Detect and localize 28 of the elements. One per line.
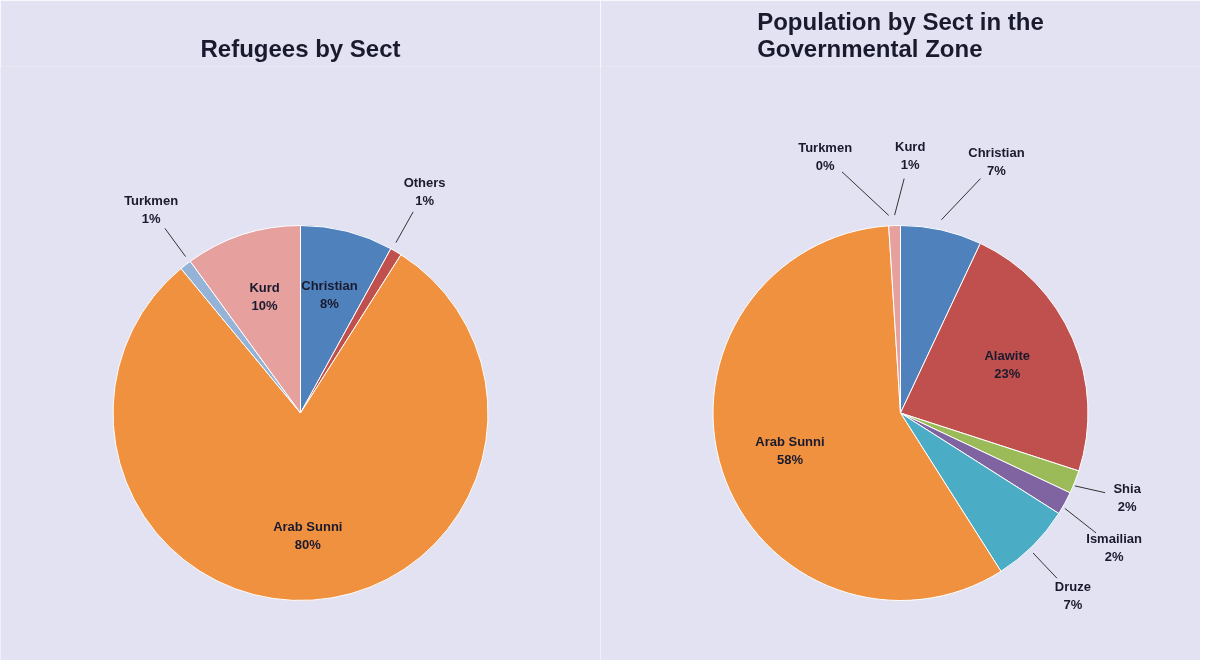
chart-title: Refugees by Sect [200,34,401,62]
slice-label: Arab Sunni [755,434,825,450]
data-label: 2% [1117,499,1137,515]
data-label: 1% [415,192,435,208]
data-label: 8% [320,295,340,311]
slice-label: Turkmen [124,193,179,209]
slice-label: Ismailian [1086,530,1142,546]
data-label: 58% [776,452,804,468]
data-label: 80% [294,537,322,553]
text: 0% [815,157,835,173]
data-label: 10% [251,297,279,313]
slice-label: Christian [968,145,1025,161]
data-label: 2% [1104,548,1124,564]
slice-label: Others [403,174,446,190]
data-label: 7% [1063,596,1083,612]
chart-title: Population by Sect in the Governmental Zone [757,7,1044,62]
category-label: Turkmen [798,139,853,155]
data-label: 7% [987,163,1007,179]
data-label: 1% [900,157,920,173]
slice-label: Shia [1113,481,1142,497]
slice-label: Kurd [249,279,280,295]
slice-label: Druze [1054,578,1091,594]
data-label: 1% [141,211,161,227]
data-label: 23% [994,365,1021,381]
slice-label: Kurd [895,139,926,155]
slice-label: Arab Sunni [273,519,343,535]
slice-label: Alawite [984,347,1030,363]
slice-label: Christian [301,277,358,293]
